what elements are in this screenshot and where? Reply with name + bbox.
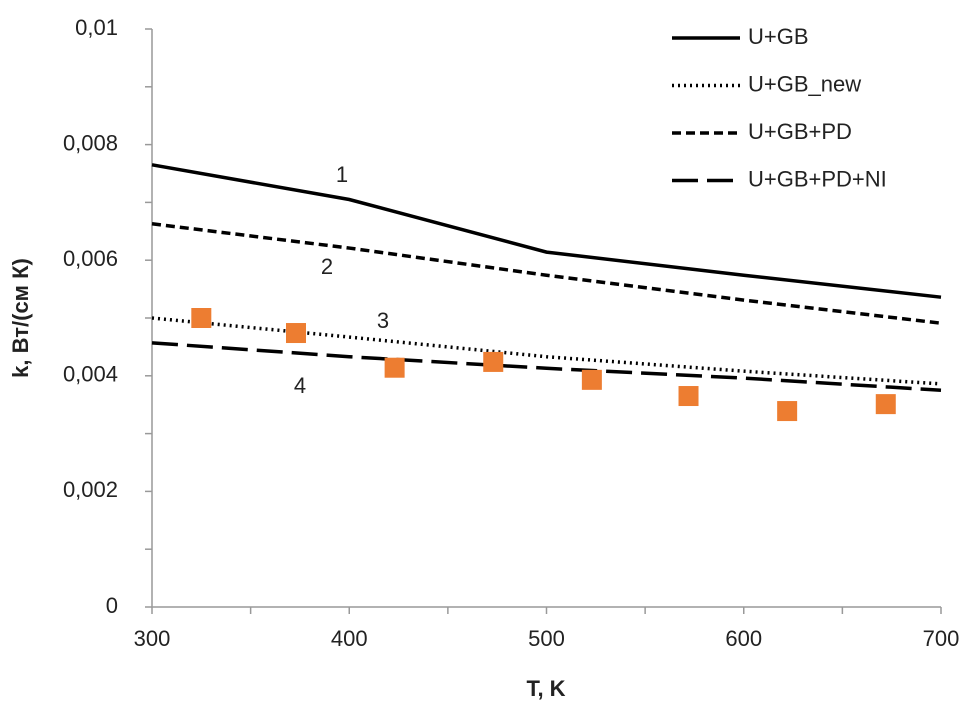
scatter-point <box>191 308 212 328</box>
annotation: 2 <box>321 254 333 279</box>
y-tick-label: 0,008 <box>63 130 118 155</box>
x-tick-label: 300 <box>134 626 171 651</box>
annotation: 3 <box>377 308 389 333</box>
x-tick-label: 700 <box>923 626 960 651</box>
line-series <box>151 163 942 299</box>
legend-label: U+GB+PD <box>748 119 852 144</box>
scatter-point <box>777 401 798 422</box>
x-tick-label: 600 <box>725 626 762 651</box>
scatter-point <box>483 351 504 372</box>
y-tick-label: 0,002 <box>63 477 118 502</box>
y-tick-label: 0,01 <box>75 15 118 40</box>
x-axis-title: T, K <box>526 676 565 701</box>
line-series <box>151 341 942 392</box>
scatter-point <box>384 357 405 378</box>
legend-label: U+GB+PD+NI <box>748 166 887 191</box>
legend-label: U+GB_new <box>748 71 861 96</box>
scatter-point <box>875 394 896 415</box>
y-tick-label: 0,006 <box>63 246 118 271</box>
scatter-point <box>678 386 699 407</box>
scatter-point <box>285 323 306 344</box>
y-tick-label: 0,004 <box>63 362 118 387</box>
scatter-point <box>581 369 602 390</box>
line-series <box>151 222 942 325</box>
y-tick-label: 0 <box>106 593 118 618</box>
annotation: 1 <box>336 162 348 187</box>
line-series <box>151 316 942 386</box>
x-tick-label: 500 <box>528 626 565 651</box>
x-tick-label: 400 <box>331 626 368 651</box>
legend-label: U+GB <box>748 24 809 49</box>
y-axis-title: k, Вт/(см К) <box>8 258 33 378</box>
annotation: 4 <box>294 373 306 398</box>
